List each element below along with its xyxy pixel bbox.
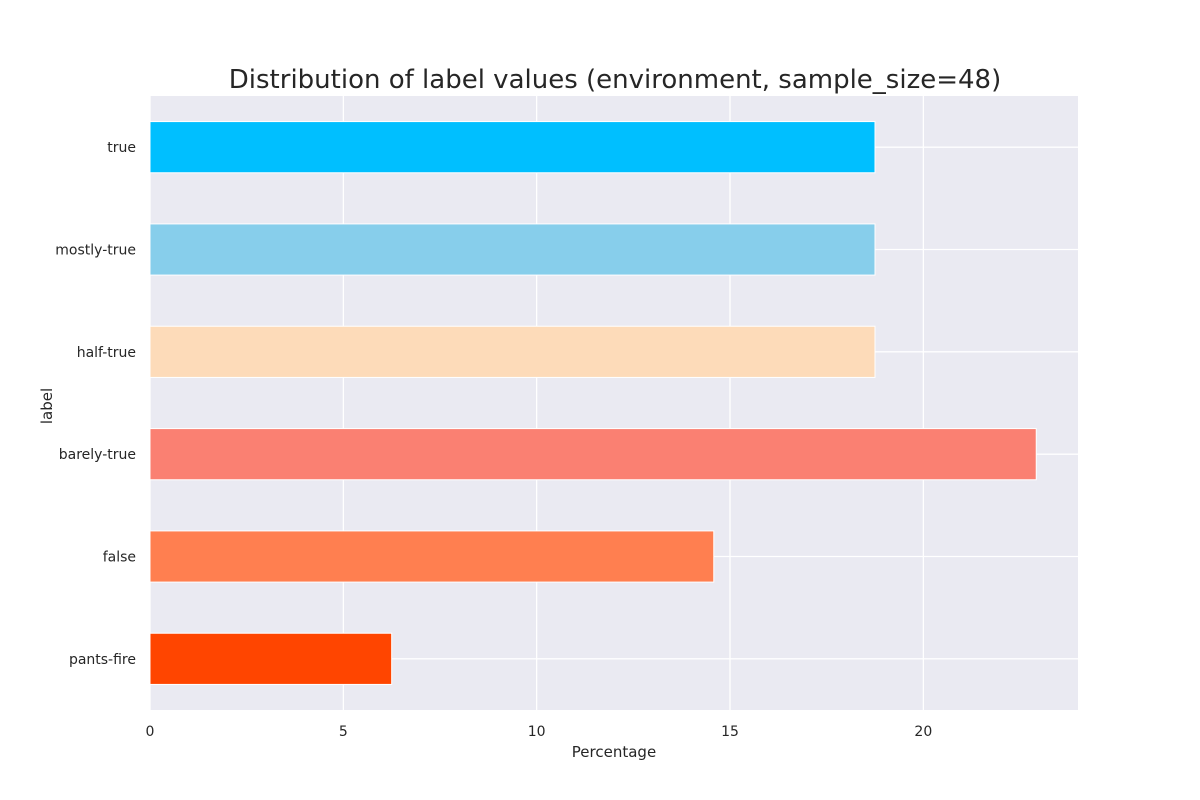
x-tick-label: 20 [914,724,932,740]
x-axis-label: Percentage [572,743,656,761]
x-tick-label: 0 [146,724,155,740]
bar-pants-fire [149,632,393,685]
y-tick-label: false [103,550,136,566]
x-tick-label: 5 [339,724,348,740]
y-tick-label: pants-fire [69,652,136,668]
x-tick-label: 10 [528,724,546,740]
y-tick-label: mostly-true [55,243,136,259]
y-tick-label: true [107,140,136,156]
x-tick-labels: 0 5 10 15 20 [146,724,933,740]
y-axis-label: label [38,388,56,424]
chart-title: Distribution of label values (environmen… [229,65,1001,95]
plot-area [150,96,1078,710]
bar-true [149,121,876,174]
bar-half-true [149,325,876,378]
x-tick-label: 15 [721,724,739,740]
y-tick-label: half-true [77,345,136,361]
bars [149,121,1037,685]
bar-mostly-true [149,223,876,276]
bar-barely-true [149,428,1037,481]
y-tick-labels: true mostly-true half-true barely-true false… [55,140,136,668]
bar-false [149,530,715,583]
y-tick-label: barely-true [59,447,136,463]
